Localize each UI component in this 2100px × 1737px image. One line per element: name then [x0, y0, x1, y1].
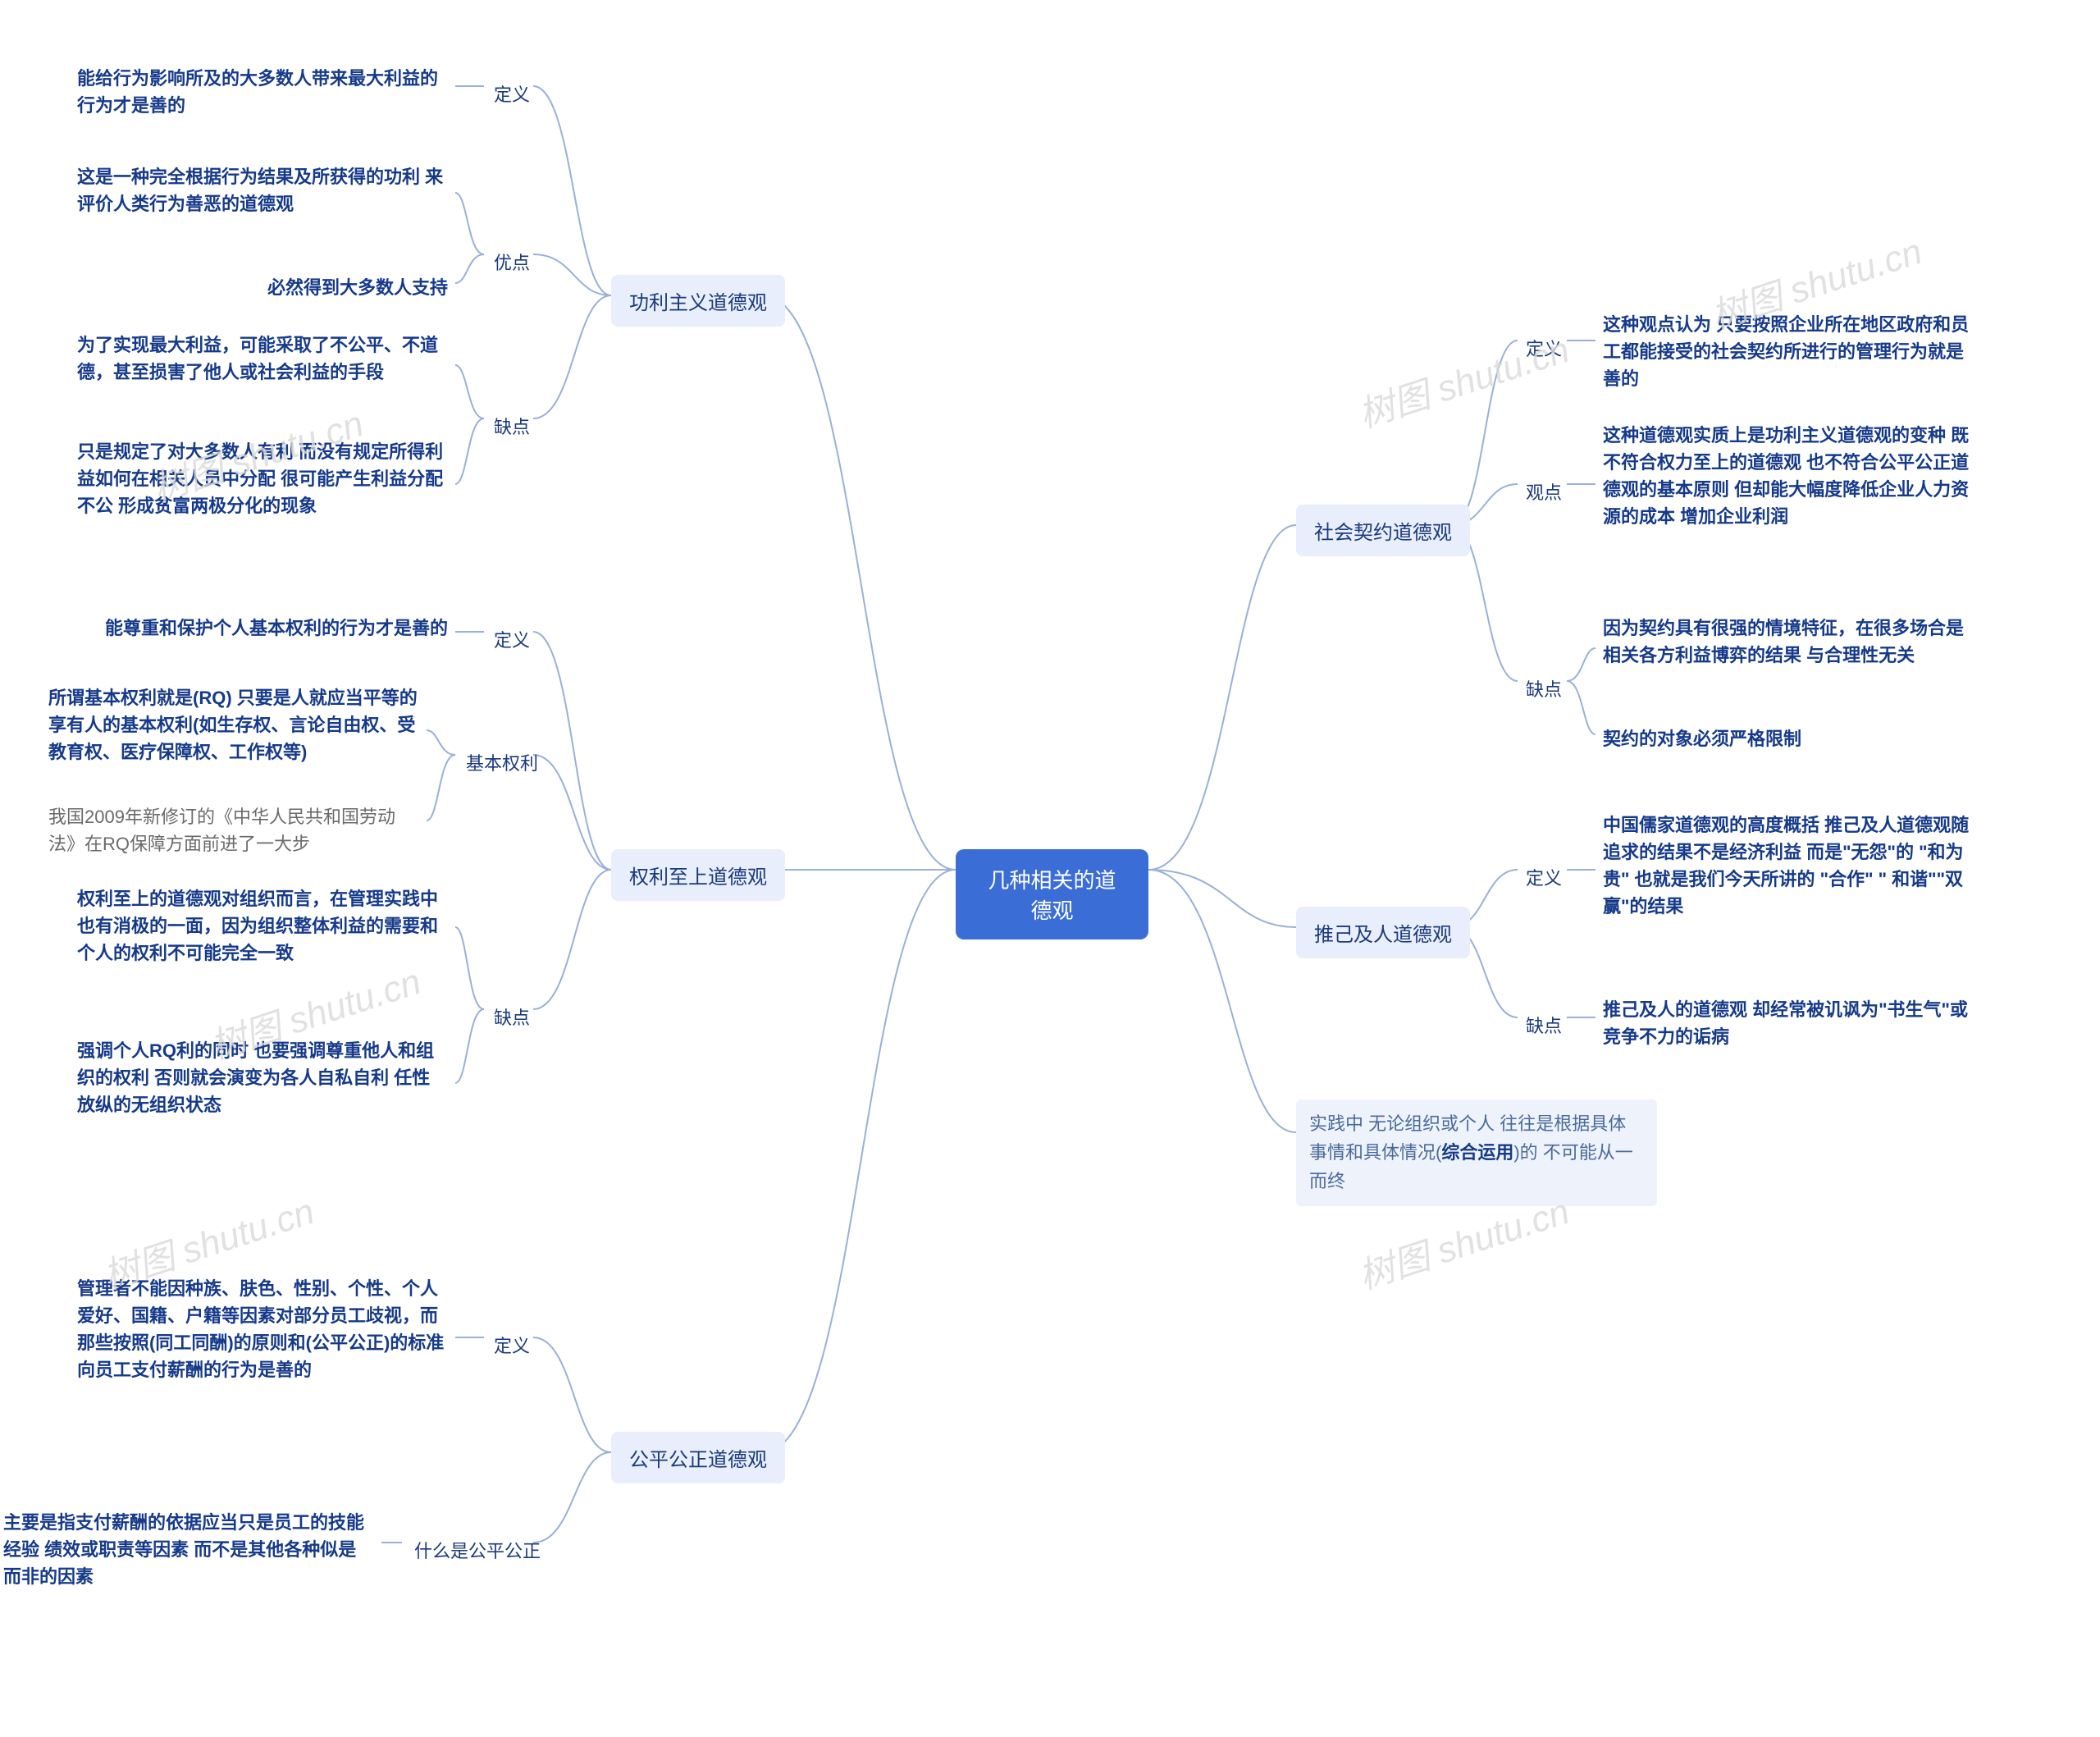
leaf-node: 契约的对象必须严格限制 — [1600, 722, 1805, 756]
sub-disadvantage: 缺点 — [1518, 670, 1570, 706]
branch-rights: 权利至上道德观 — [611, 849, 785, 901]
leaf-node: 因为契约具有很强的情境特征，在很多场合是相关各方利益博弈的结果 与合理性无关 — [1600, 611, 1977, 672]
leaf-node: 强调个人RQ利的同时 也要强调尊重他人和组织的权利 否则就会演变为各人自私自利 … — [74, 1034, 451, 1122]
sub-definition: 定义 — [1518, 330, 1570, 366]
sub-definition: 定义 — [486, 1327, 538, 1363]
branch-empathy: 推己及人道德观 — [1296, 907, 1470, 958]
sub-basic-rights: 基本权利 — [458, 744, 546, 780]
leaf-node-gray: 我国2009年新修订的《中华人民共和国劳动法》在RQ保障方面前进了一大步 — [45, 800, 422, 861]
leaf-node: 中国儒家道德观的高度概括 推己及人道德观随追求的结果不是经济利益 而是"无怨"的… — [1600, 808, 1977, 923]
sub-disadvantage: 缺点 — [1518, 1007, 1570, 1043]
branch-social-contract: 社会契约道德观 — [1296, 505, 1470, 556]
leaf-node: 管理者不能因种族、肤色、性别、个性、个人爱好、国籍、户籍等因素对部分员工歧视，而… — [74, 1272, 451, 1387]
branch-fairness: 公平公正道德观 — [611, 1432, 785, 1483]
leaf-node: 只是规定了对大多数人有利 而没有规定所得利益如何在相关人员中分配 很可能产生利益… — [74, 435, 451, 523]
leaf-node: 能给行为影响所及的大多数人带来最大利益的行为才是善的 — [74, 62, 451, 122]
leaf-node: 能尊重和保护个人基本权利的行为才是善的 — [102, 611, 451, 645]
sub-disadvantage: 缺点 — [486, 408, 538, 444]
sub-definition: 定义 — [486, 75, 538, 112]
leaf-node: 权利至上的道德观对组织而言，在管理实践中也有消极的一面，因为组织整体利益的需要和… — [74, 882, 451, 970]
root-node: 几种相关的道德观 — [956, 849, 1148, 939]
sub-viewpoint: 观点 — [1518, 473, 1570, 510]
sub-advantage: 优点 — [486, 244, 538, 280]
leaf-node: 这是一种完全根据行为结果及所获得的功利 来评价人类行为善恶的道德观 — [74, 160, 451, 221]
leaf-node: 推己及人的道德观 却经常被讥讽为"书生气"或竞争不力的诟病 — [1600, 993, 1977, 1054]
sub-disadvantage: 缺点 — [486, 999, 538, 1035]
sub-definition: 定义 — [486, 621, 538, 657]
summary-highlight: 综合运用 — [1441, 1142, 1513, 1163]
leaf-node: 主要是指支付薪酬的依据应当只是员工的技能 经验 绩效或职责等因素 而不是其他各种… — [0, 1506, 377, 1593]
sub-what-is-fair: 什么是公平公正 — [406, 1532, 549, 1568]
branch-utilitarianism: 功利主义道德观 — [611, 275, 785, 327]
leaf-node: 必然得到大多数人支持 — [264, 271, 451, 304]
sub-definition: 定义 — [1518, 859, 1570, 895]
leaf-node: 这种观点认为 只要按照企业所在地区政府和员工都能接受的社会契约所进行的管理行为就… — [1600, 308, 1977, 395]
leaf-node: 所谓基本权利就是(RQ) 只要是人就应当平等的享有人的基本权利(如生存权、言论自… — [45, 681, 422, 769]
summary-node: 实践中 无论组织或个人 往往是根据具体事情和具体情况(综合运用)的 不可能从一而… — [1296, 1099, 1657, 1206]
leaf-node: 这种道德观实质上是功利主义道德观的变种 既不符合权力至上的道德观 也不符合公平公… — [1600, 418, 1977, 533]
leaf-node: 为了实现最大利益，可能采取了不公平、不道德，甚至损害了他人或社会利益的手段 — [74, 328, 451, 389]
